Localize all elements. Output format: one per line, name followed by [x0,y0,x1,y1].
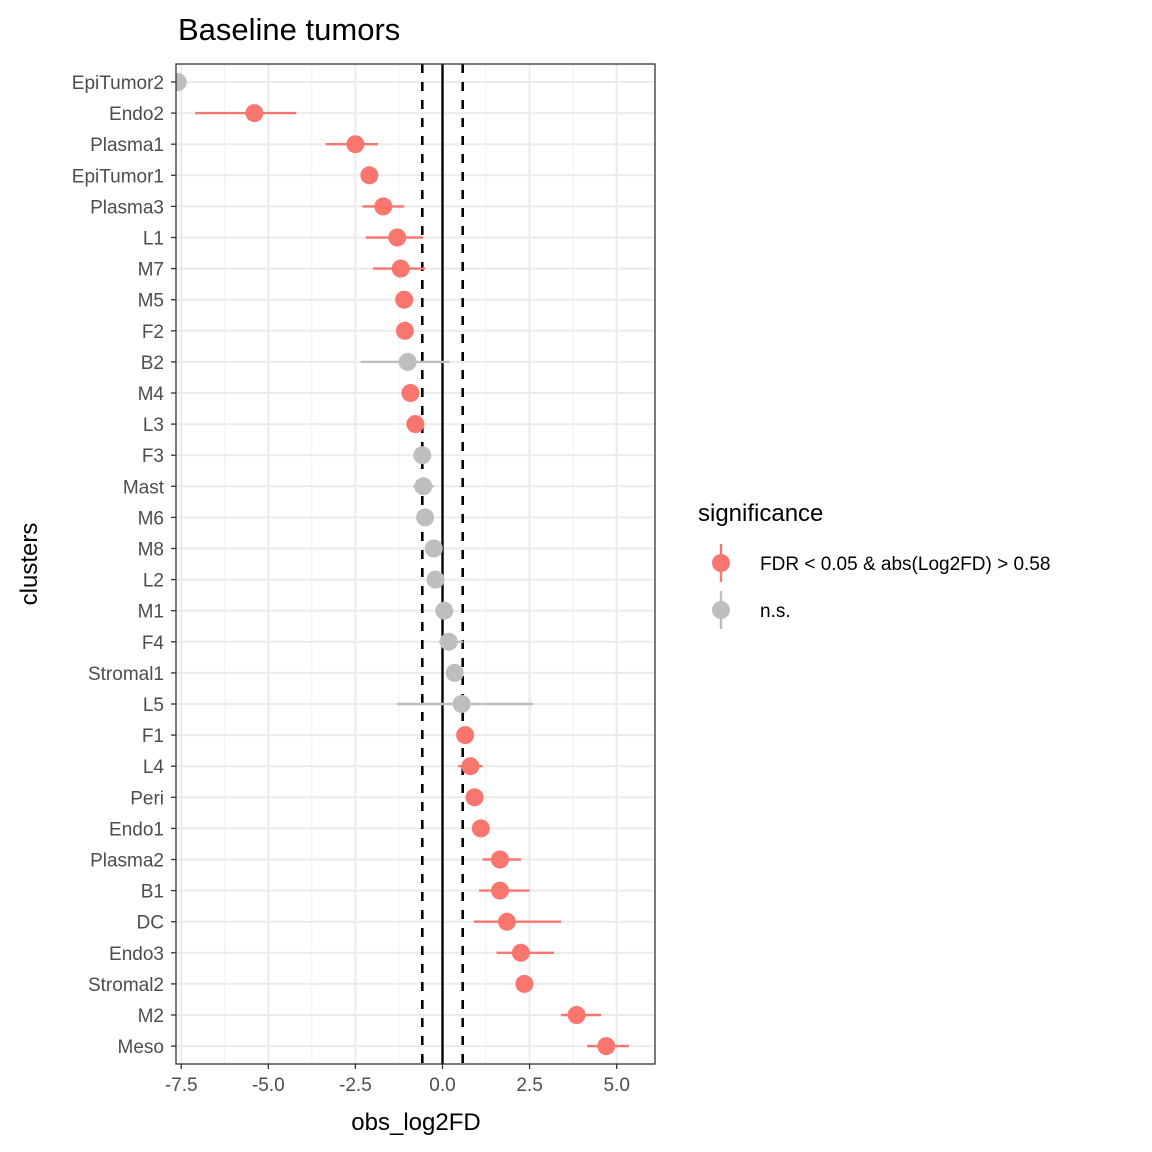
reference-lines [420,64,465,1064]
y-tick-label: M2 [138,1006,164,1027]
y-tick-label: EpiTumor1 [72,166,164,187]
legend-title: significance [698,500,823,527]
y-tick-label: Stromal1 [88,664,164,685]
y-tick-label: M1 [138,602,164,623]
legend-label: FDR < 0.05 & abs(Log2FD) > 0.58 [760,554,1050,575]
point-endo1 [471,819,490,838]
point-plasma3 [374,197,393,216]
y-tick-label: Mast [123,477,165,498]
y-tick-label: M7 [138,260,164,281]
legend-label: n.s. [760,601,791,622]
point-m6 [416,508,435,527]
point-dc [497,912,516,931]
y-tick-label: M4 [138,384,165,405]
y-tick-label: L2 [143,571,164,592]
y-tick-label: B1 [141,882,164,903]
y-tick-label: Endo3 [109,944,164,965]
point-l2 [426,570,445,589]
y-axis-title: clusters [16,523,43,606]
x-tick-label: -2.5 [339,1075,372,1096]
point-endo2 [245,104,264,123]
y-tick-label: B2 [141,353,164,374]
point-l1 [388,228,407,247]
point-l4 [461,757,480,776]
point-plasma2 [490,850,509,869]
x-tick-label: -5.0 [252,1075,285,1096]
y-tick-label: M8 [138,540,164,561]
point-epitumor2 [176,73,187,91]
y-tick-label: L1 [143,229,164,250]
point-meso [597,1037,616,1056]
y-tick-label: DC [137,913,164,934]
chart-title: Baseline tumors [178,12,400,47]
y-tick-label: Plasma3 [90,197,164,218]
point-stromal1 [445,663,464,682]
point-f4 [439,632,458,651]
y-tick-label: Endo2 [109,104,164,125]
y-tick-label: Endo1 [109,819,164,840]
point-m1 [435,601,454,620]
point-stromal2 [515,974,534,993]
legend-entries: FDR < 0.05 & abs(Log2FD) > 0.58 n.s. [712,544,1050,629]
y-tick-label: M5 [138,291,164,312]
plot-panel-background [176,64,655,1064]
point-f2 [395,321,414,340]
point-f3 [413,446,432,465]
point-f1 [456,726,475,745]
legend-key-dot [712,554,730,572]
point-l5 [452,695,471,713]
x-tick-label: -7.5 [165,1075,198,1096]
point-l3 [406,415,425,434]
y-tick-label: L4 [143,757,165,778]
legend-entry: FDR < 0.05 & abs(Log2FD) > 0.58 [712,544,1050,582]
point-plasma1 [346,135,365,154]
y-axis: EpiTumor2 Endo2 Plasma1 EpiTumor1 Plasma3 L1 M… [72,73,176,1058]
y-tick-label: Stromal2 [88,975,164,996]
y-tick-label: L5 [143,695,164,716]
y-tick-label: Meso [118,1037,164,1058]
plot-panel-border [175,63,656,1065]
y-tick-label: F2 [142,322,164,343]
point-mast [414,477,433,496]
x-tick-label: 2.5 [516,1075,542,1096]
point-m4 [401,384,420,402]
point-m2 [567,1006,586,1024]
y-tick-label: L3 [143,415,164,436]
point-epitumor1 [360,166,379,185]
x-axis: -7.5 -5.0 -2.5 0.0 2.5 5.0 [165,1064,630,1096]
y-tick-label: Plasma1 [90,135,164,156]
x-tick-label: 0.0 [429,1075,455,1096]
y-tick-label: M6 [138,508,164,529]
point-m5 [395,290,414,309]
point-b2 [398,352,417,371]
data-points [176,73,629,1056]
point-endo3 [511,943,530,962]
x-axis-title: obs_log2FD [351,1109,480,1136]
y-tick-label: Peri [130,788,164,809]
legend: significance FDR < 0.05 & abs(Log2FD) > … [698,500,1050,629]
y-tick-label: F3 [142,446,164,467]
legend-entry: n.s. [712,591,791,629]
point-b1 [490,881,509,900]
y-tick-label: F4 [142,633,165,654]
point-peri [465,788,484,807]
point-m8 [424,539,443,558]
y-tick-label: EpiTumor2 [72,73,164,94]
point-m7 [391,259,410,278]
x-tick-label: 5.0 [603,1075,629,1096]
y-tick-label: F1 [142,726,164,747]
y-tick-label: Plasma2 [90,851,164,872]
legend-key-dot [712,601,730,619]
